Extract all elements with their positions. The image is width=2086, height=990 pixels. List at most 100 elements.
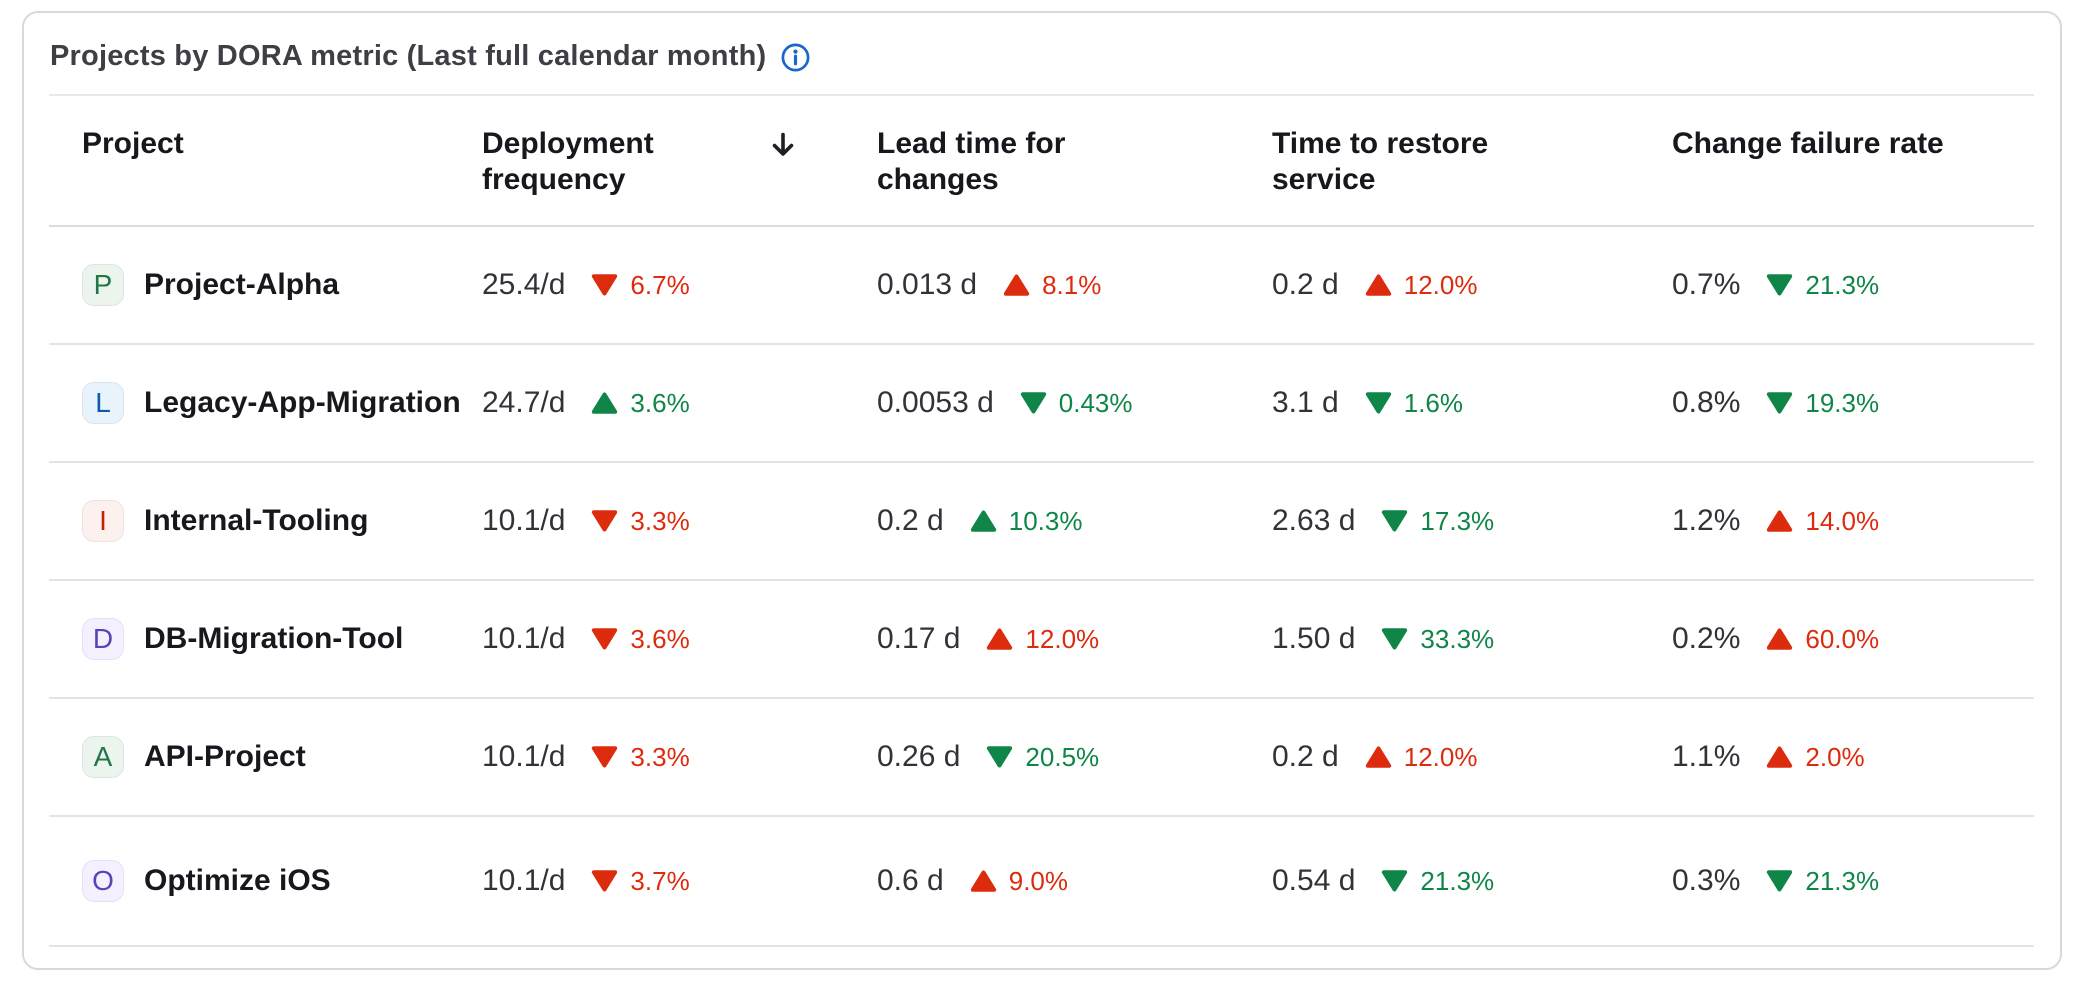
trend-triangle-icon (592, 274, 618, 296)
project-link[interactable]: L Legacy-App-Migration (49, 382, 461, 424)
metric-value: 0.6 d (877, 864, 944, 897)
column-header-label: Deployment frequency (482, 127, 654, 196)
table-row: P Project-Alpha 25.4/d 6.7% 0.013 d 8.1%… (49, 227, 2034, 345)
metric-value: 0.2% (1672, 622, 1741, 655)
trend-indicator: 9.0% (970, 866, 1068, 897)
metric-value: 1.50 d (1272, 622, 1356, 655)
trend-indicator: 6.7% (591, 269, 690, 301)
trend-percent: 6.7% (630, 269, 690, 300)
trend-triangle-icon (592, 870, 618, 892)
trend-percent: 19.3% (1805, 387, 1880, 418)
metric-value: 1.1% (1672, 740, 1741, 773)
metric-time-to-restore: 0.2 d 12.0% (1239, 268, 1639, 302)
info-circle-icon[interactable] (780, 42, 811, 73)
avatar-initial: D (92, 623, 114, 654)
project-name: Internal-Tooling (144, 504, 369, 537)
trend-percent: 1.6% (1403, 387, 1463, 418)
column-header-lead-time[interactable]: Lead time for changes (844, 96, 1239, 225)
table-row: D DB-Migration-Tool 10.1/d 3.6% 0.17 d 1… (49, 581, 2034, 699)
metric-deployment-frequency: 24.7/d 3.6% (449, 386, 844, 420)
project-name: Legacy-App-Migration (144, 386, 461, 419)
metric-lead-time: 0.2 d 10.3% (844, 504, 1239, 538)
project-link[interactable]: P Project-Alpha (49, 264, 449, 306)
trend-percent: 21.3% (1420, 865, 1495, 896)
table-row: O Optimize iOS 10.1/d 3.7% 0.6 d 9.0% 0.… (49, 817, 2034, 947)
metric-change-failure-rate: 0.8% 19.3% (1639, 386, 2036, 420)
trend-percent: 12.0% (1025, 623, 1100, 654)
arrow-down-icon[interactable] (766, 128, 800, 162)
metric-value: 0.26 d (877, 740, 961, 773)
trend-percent: 17.3% (1420, 505, 1495, 536)
project-name: Optimize iOS (144, 864, 331, 897)
trend-triangle-icon (592, 746, 618, 768)
trend-triangle-icon (592, 628, 618, 650)
trend-triangle-icon (592, 392, 618, 414)
project-link[interactable]: I Internal-Tooling (49, 500, 449, 542)
trend-indicator: 21.3% (1766, 270, 1879, 301)
avatar-initial: I (99, 505, 107, 536)
project-link[interactable]: D DB-Migration-Tool (49, 618, 449, 660)
trend-percent: 2.0% (1805, 741, 1865, 772)
trend-percent: 12.0% (1403, 269, 1478, 300)
trend-indicator: 1.6% (1365, 388, 1463, 419)
metric-value: 0.2 d (1272, 740, 1339, 773)
metric-value: 25.4/d (482, 268, 566, 301)
trend-triangle-icon (1767, 274, 1793, 296)
project-avatar: O (82, 860, 124, 902)
trend-indicator: 2.0% (1766, 741, 1865, 773)
trend-triangle-icon (970, 870, 996, 892)
trend-percent: 33.3% (1420, 623, 1495, 654)
trend-percent: 3.6% (630, 387, 690, 418)
trend-triangle-icon (1767, 628, 1793, 650)
trend-indicator: 3.7% (591, 865, 690, 897)
trend-indicator: 3.6% (591, 624, 690, 655)
column-header-label: Change failure rate (1672, 127, 1944, 160)
metric-value: 10.1/d (482, 864, 566, 897)
column-header-deployment-frequency[interactable]: Deployment frequency (449, 96, 844, 225)
metric-change-failure-rate: 0.7% 21.3% (1639, 268, 2036, 302)
metric-value: 0.013 d (877, 268, 978, 301)
dora-table: Project Deployment frequency Lead time f… (49, 94, 2034, 947)
column-header-label: Time to restore service (1272, 127, 1489, 196)
trend-triangle-icon (1365, 392, 1391, 414)
metric-value: 0.2 d (877, 504, 944, 537)
trend-indicator: 12.0% (986, 624, 1099, 655)
trend-percent: 10.3% (1008, 505, 1083, 536)
project-link[interactable]: O Optimize iOS (49, 860, 449, 902)
trend-indicator: 14.0% (1766, 506, 1879, 537)
trend-indicator: 12.0% (1365, 742, 1477, 773)
column-header-project[interactable]: Project (49, 96, 449, 225)
metric-value: 10.1/d (482, 504, 566, 537)
project-avatar: P (82, 264, 124, 306)
project-link[interactable]: A API-Project (49, 736, 449, 778)
project-name: API-Project (144, 740, 306, 773)
trend-percent: 21.3% (1805, 865, 1880, 896)
trend-triangle-icon (970, 510, 996, 532)
trend-percent: 3.3% (630, 741, 690, 772)
avatar-initial: P (93, 269, 113, 300)
trend-percent: 14.0% (1805, 505, 1880, 536)
table-row: I Internal-Tooling 10.1/d 3.3% 0.2 d 10.… (49, 463, 2034, 581)
metric-deployment-frequency: 25.4/d 6.7% (449, 268, 844, 302)
trend-triangle-icon (1020, 392, 1046, 414)
column-header-time-to-restore[interactable]: Time to restore service (1239, 96, 1639, 225)
column-header-change-failure-rate[interactable]: Change failure rate (1639, 96, 2036, 225)
trend-percent: 3.3% (630, 505, 690, 536)
metric-value: 0.3% (1672, 864, 1741, 897)
trend-indicator: 17.3% (1381, 506, 1494, 537)
trend-triangle-icon (1382, 628, 1408, 650)
metric-change-failure-rate: 1.1% 2.0% (1639, 740, 2036, 774)
metric-value: 1.2% (1672, 504, 1741, 537)
trend-triangle-icon (987, 746, 1013, 768)
trend-indicator: 3.3% (591, 741, 690, 773)
project-name: DB-Migration-Tool (144, 622, 404, 655)
trend-indicator: 33.3% (1381, 624, 1494, 655)
trend-percent: 8.1% (1042, 269, 1102, 300)
trend-indicator: 3.3% (591, 505, 690, 537)
trend-indicator: 12.0% (1365, 269, 1478, 301)
dora-metrics-card: Projects by DORA metric (Last full calen… (22, 11, 2062, 970)
trend-percent: 3.7% (630, 865, 690, 896)
trend-triangle-icon (1365, 746, 1391, 768)
metric-change-failure-rate: 0.3% 21.3% (1639, 864, 2036, 898)
table-row: L Legacy-App-Migration 24.7/d 3.6% 0.005… (49, 345, 2034, 463)
